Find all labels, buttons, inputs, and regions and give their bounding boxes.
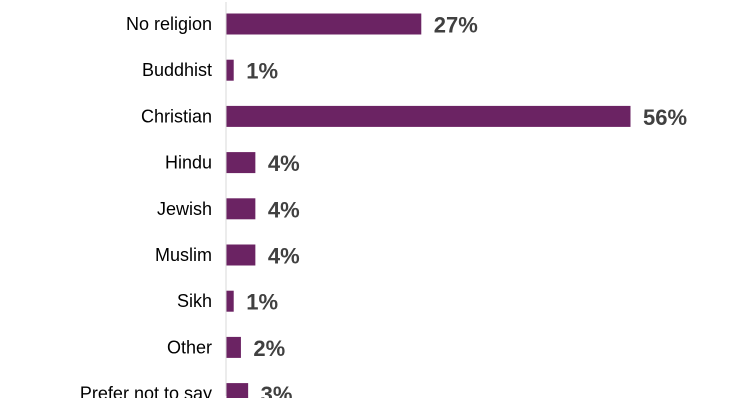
category-label: Christian <box>141 106 212 126</box>
value-label: 4% <box>268 244 300 269</box>
category-label: Other <box>167 337 212 357</box>
bars-group <box>226 13 631 398</box>
category-label: Prefer not to say <box>80 384 212 398</box>
bar <box>226 244 256 266</box>
value-label: 1% <box>246 59 278 84</box>
category-label: No religion <box>126 14 212 34</box>
bar <box>226 59 234 81</box>
bar <box>226 290 234 312</box>
category-label: Sikh <box>177 291 212 311</box>
value-label: 4% <box>268 197 300 222</box>
value-label: 2% <box>253 336 285 361</box>
bar <box>226 13 422 35</box>
bar <box>226 383 249 398</box>
bar <box>226 198 256 220</box>
category-label: Muslim <box>155 245 212 265</box>
bar <box>226 105 631 127</box>
value-label: 4% <box>268 151 300 176</box>
category-label: Hindu <box>165 153 212 173</box>
bar <box>226 336 241 358</box>
category-label: Jewish <box>157 199 212 219</box>
category-label: Buddhist <box>142 60 212 80</box>
value-label: 1% <box>246 290 278 315</box>
bar <box>226 152 256 174</box>
category-labels-group: No religion Buddhist Christian Hindu Jewish M… <box>80 14 212 398</box>
value-label: 27% <box>434 13 478 38</box>
value-label: 56% <box>643 105 687 130</box>
value-label: 3% <box>261 382 293 398</box>
value-labels-group: 27% 1% 56% 4% 4% 4% 1% 2% 3% <box>246 13 687 398</box>
